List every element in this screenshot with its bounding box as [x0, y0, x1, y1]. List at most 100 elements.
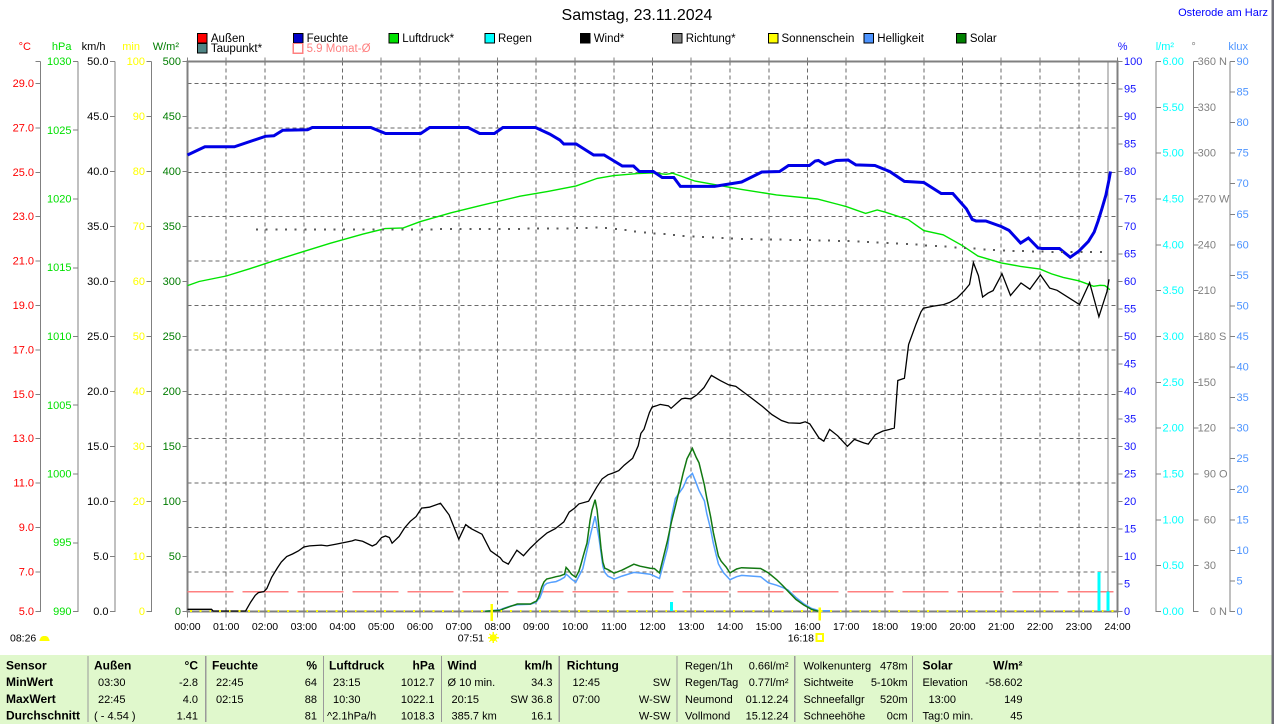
svg-text:100: 100 [127, 56, 145, 68]
svg-text:20: 20 [133, 496, 145, 508]
svg-text:990: 990 [53, 606, 71, 618]
svg-text:W-SW: W-SW [639, 694, 671, 706]
svg-text:27.0: 27.0 [13, 122, 34, 134]
svg-text:12:00: 12:00 [639, 621, 665, 633]
svg-text:Regen/Tag: Regen/Tag [685, 677, 738, 689]
svg-text:1010: 1010 [47, 331, 71, 343]
svg-text:Feuchte: Feuchte [307, 33, 349, 45]
svg-text:70: 70 [1124, 221, 1136, 233]
svg-text:18:00: 18:00 [872, 621, 898, 633]
svg-text:Ø 10 min.: Ø 10 min. [448, 677, 496, 689]
svg-text:15: 15 [1124, 524, 1136, 536]
svg-text:64: 64 [305, 677, 317, 689]
svg-text:30.0: 30.0 [87, 276, 108, 288]
svg-text:200: 200 [163, 386, 181, 398]
svg-text:150: 150 [163, 441, 181, 453]
svg-text:17:00: 17:00 [833, 621, 859, 633]
svg-text:02:00: 02:00 [252, 621, 278, 633]
svg-text:20:15: 20:15 [452, 694, 480, 706]
svg-text:90: 90 [1204, 469, 1216, 481]
svg-text:1.00: 1.00 [1163, 514, 1184, 526]
svg-text:45: 45 [1010, 711, 1022, 723]
svg-text:25.0: 25.0 [87, 331, 108, 343]
svg-text:-2.8: -2.8 [179, 677, 198, 689]
svg-text:1015: 1015 [47, 262, 71, 274]
svg-text:5: 5 [1237, 575, 1243, 587]
svg-text:Richtung: Richtung [567, 659, 619, 673]
svg-text:21:00: 21:00 [988, 621, 1014, 633]
svg-text:Vollmond: Vollmond [685, 711, 730, 723]
svg-text:5.0: 5.0 [93, 551, 108, 563]
svg-text:70: 70 [133, 221, 145, 233]
svg-text:19:00: 19:00 [911, 621, 937, 633]
svg-text:23:15: 23:15 [333, 677, 361, 689]
svg-text:01:00: 01:00 [213, 621, 239, 633]
svg-text:40: 40 [1124, 386, 1136, 398]
svg-text:250: 250 [163, 331, 181, 343]
svg-text:300: 300 [163, 276, 181, 288]
svg-text:25: 25 [1124, 469, 1136, 481]
svg-text:9.0: 9.0 [19, 522, 34, 534]
svg-text:hPa: hPa [52, 41, 72, 53]
svg-text:14:00: 14:00 [717, 621, 743, 633]
svg-text:35.0: 35.0 [87, 221, 108, 233]
svg-text:17.0: 17.0 [13, 344, 34, 356]
svg-text:03:30: 03:30 [98, 677, 126, 689]
svg-text:60: 60 [1237, 239, 1249, 251]
svg-text:29.0: 29.0 [13, 78, 34, 90]
svg-text:Helligkeit: Helligkeit [877, 33, 924, 45]
svg-text:1025: 1025 [47, 125, 71, 137]
svg-text:50.0: 50.0 [87, 56, 108, 68]
svg-text:10.0: 10.0 [87, 496, 108, 508]
svg-text:2.50: 2.50 [1163, 377, 1184, 389]
svg-text:4.00: 4.00 [1163, 239, 1184, 251]
svg-text:Osterode am Harz: Osterode am Harz [1178, 7, 1268, 19]
svg-text:40: 40 [133, 386, 145, 398]
svg-text:20.0: 20.0 [87, 386, 108, 398]
svg-text:90: 90 [1237, 56, 1249, 68]
svg-text:88: 88 [305, 694, 317, 706]
svg-text:21.0: 21.0 [13, 256, 34, 268]
svg-text:75: 75 [1237, 148, 1249, 160]
svg-text:40: 40 [1237, 362, 1249, 374]
svg-text:02:15: 02:15 [216, 694, 244, 706]
svg-text:35: 35 [1124, 414, 1136, 426]
svg-text:0: 0 [139, 606, 145, 618]
svg-text:6.00: 6.00 [1163, 56, 1184, 68]
svg-text:Luftdruck: Luftdruck [329, 659, 385, 673]
svg-text:°C: °C [185, 659, 199, 673]
svg-text:90: 90 [1124, 111, 1136, 123]
svg-text:85: 85 [1237, 87, 1249, 99]
svg-text:04:00: 04:00 [329, 621, 355, 633]
svg-text:MinWert: MinWert [6, 675, 53, 689]
svg-text:Sonnenschein: Sonnenschein [782, 33, 855, 45]
svg-text:19.0: 19.0 [13, 300, 34, 312]
svg-text:13.0: 13.0 [13, 433, 34, 445]
svg-text:80: 80 [133, 166, 145, 178]
svg-text:S: S [1219, 331, 1226, 343]
svg-text:Sensor: Sensor [6, 659, 47, 673]
svg-text:klux: klux [1228, 41, 1248, 53]
svg-text:20: 20 [1237, 484, 1249, 496]
svg-text:11:00: 11:00 [601, 621, 627, 633]
svg-text:4.50: 4.50 [1163, 194, 1184, 206]
svg-text:180: 180 [1198, 331, 1216, 343]
svg-text:Elevation: Elevation [923, 677, 968, 689]
svg-text:min: min [122, 41, 140, 53]
svg-text:W/m²: W/m² [993, 659, 1022, 673]
svg-text:Solar: Solar [923, 659, 953, 673]
svg-text:15.0: 15.0 [87, 441, 108, 453]
svg-text:13:00: 13:00 [678, 621, 704, 633]
svg-text:06:00: 06:00 [407, 621, 433, 633]
svg-text:0.0: 0.0 [93, 606, 108, 618]
svg-text:30: 30 [1237, 423, 1249, 435]
svg-text:85: 85 [1124, 139, 1136, 151]
svg-text:Regen/1h: Regen/1h [685, 661, 733, 673]
svg-text:%: % [306, 659, 317, 673]
svg-text:MaxWert: MaxWert [6, 692, 56, 706]
svg-text:1018.3: 1018.3 [401, 711, 435, 723]
svg-text:40.0: 40.0 [87, 166, 108, 178]
svg-text:N: N [1219, 606, 1227, 618]
svg-text:Außen: Außen [94, 659, 131, 673]
svg-text:08:00: 08:00 [484, 621, 510, 633]
